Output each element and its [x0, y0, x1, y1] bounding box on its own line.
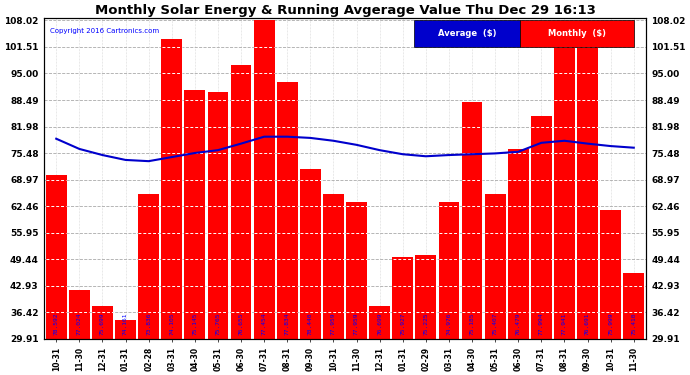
- Bar: [184, 90, 205, 375]
- Text: 77.959: 77.959: [354, 312, 359, 335]
- Text: 74.976: 74.976: [446, 312, 451, 335]
- Bar: [415, 255, 436, 375]
- Bar: [300, 170, 321, 375]
- Text: Copyright 2016 Cartronics.com: Copyright 2016 Cartronics.com: [50, 28, 159, 34]
- Text: 75.410: 75.410: [631, 312, 636, 335]
- Bar: [115, 320, 136, 375]
- Bar: [254, 21, 275, 375]
- Text: 75.185: 75.185: [470, 312, 475, 335]
- Text: 74.105: 74.105: [169, 312, 175, 335]
- Bar: [439, 202, 460, 375]
- Text: 77.959: 77.959: [331, 312, 336, 335]
- Bar: [208, 92, 228, 375]
- Text: 74.161: 74.161: [123, 312, 128, 335]
- Text: 78.440: 78.440: [308, 312, 313, 335]
- Bar: [369, 306, 390, 375]
- Bar: [46, 176, 67, 375]
- Bar: [277, 82, 297, 375]
- Bar: [92, 306, 113, 375]
- Bar: [462, 102, 482, 375]
- Text: 77.941: 77.941: [562, 312, 567, 335]
- Bar: [577, 35, 598, 375]
- Bar: [485, 194, 506, 375]
- Text: 78.592: 78.592: [54, 312, 59, 335]
- Bar: [508, 149, 529, 375]
- Text: Monthly  ($): Monthly ($): [548, 29, 606, 38]
- Text: 75.225: 75.225: [424, 312, 428, 335]
- Bar: [69, 290, 90, 375]
- FancyBboxPatch shape: [414, 20, 520, 47]
- Text: 76.479: 76.479: [515, 312, 521, 335]
- Bar: [161, 39, 182, 375]
- Title: Monthly Solar Energy & Running Avgerage Value Thu Dec 29 16:13: Monthly Solar Energy & Running Avgerage …: [95, 4, 595, 17]
- Text: 75.999: 75.999: [608, 312, 613, 335]
- Bar: [531, 116, 552, 375]
- Text: 76.699: 76.699: [377, 312, 382, 335]
- Bar: [623, 273, 644, 375]
- FancyBboxPatch shape: [520, 20, 634, 47]
- Text: Average  ($): Average ($): [438, 29, 496, 38]
- Bar: [600, 210, 621, 375]
- Bar: [230, 65, 251, 375]
- Text: 75.699: 75.699: [100, 312, 105, 335]
- Text: 77.024: 77.024: [77, 312, 82, 335]
- Text: 77.454: 77.454: [262, 312, 266, 335]
- Text: 75.765: 75.765: [215, 312, 220, 335]
- Text: 75.927: 75.927: [400, 312, 405, 335]
- Bar: [393, 257, 413, 375]
- Text: 77.994: 77.994: [539, 312, 544, 335]
- Bar: [346, 202, 367, 375]
- Text: 75.407: 75.407: [493, 312, 497, 335]
- Bar: [323, 194, 344, 375]
- Text: 76.655: 76.655: [239, 312, 244, 335]
- Text: 75.145: 75.145: [193, 312, 197, 335]
- Text: 76.691: 76.691: [585, 312, 590, 335]
- Text: 73.836: 73.836: [146, 312, 151, 335]
- Bar: [138, 194, 159, 375]
- Bar: [554, 41, 575, 375]
- Text: 77.834: 77.834: [285, 312, 290, 335]
